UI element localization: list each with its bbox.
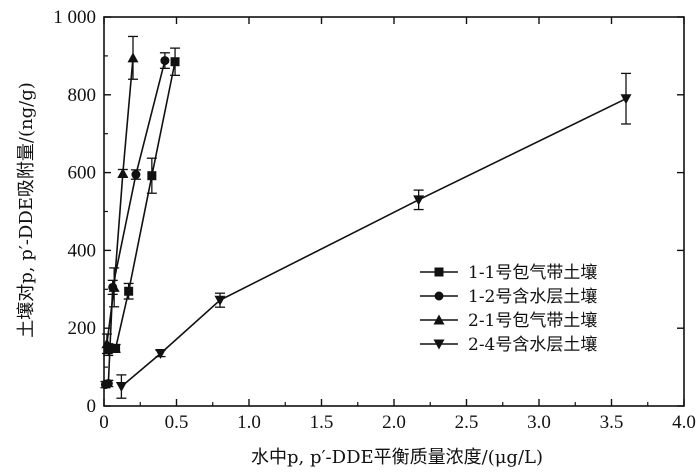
y-tick-label: 1 000 (53, 7, 96, 28)
x-tick-label: 3.0 (527, 412, 551, 433)
x-tick-label: 0.5 (165, 412, 189, 433)
series-3 (101, 35, 139, 355)
x-tick-label: 1.5 (310, 412, 334, 433)
legend-marker (433, 339, 445, 350)
legend-label: 1-2号含水层土壤 (468, 286, 597, 307)
x-tick-label: 2.0 (382, 412, 406, 433)
x-tick-label: 3.5 (600, 412, 624, 433)
series-4 (115, 72, 632, 399)
x-tick-label: 4.0 (672, 412, 696, 433)
data-point (108, 281, 120, 292)
data-point (115, 382, 127, 393)
data-point (103, 378, 113, 388)
legend-label: 2-4号含水层土壤 (468, 334, 597, 355)
series-line (106, 57, 134, 344)
data-point (620, 94, 632, 105)
x-tick-label: 0 (99, 412, 109, 433)
series-2 (100, 52, 170, 390)
data-point (127, 52, 139, 63)
y-tick-label: 600 (68, 163, 97, 184)
legend-marker (433, 314, 445, 325)
data-point (117, 167, 129, 178)
legend-label: 2-1号包气带土壤 (468, 310, 597, 331)
data-point (413, 195, 425, 206)
series-1 (103, 47, 181, 357)
data-point (101, 338, 113, 349)
data-point (103, 345, 113, 355)
data-point (160, 56, 170, 66)
data-point (147, 171, 157, 181)
x-tick-label: 2.5 (455, 412, 479, 433)
series-line (105, 60, 166, 386)
y-tick-label: 0 (87, 396, 97, 417)
y-tick-label: 800 (68, 85, 97, 106)
data-point (124, 286, 134, 296)
x-tick-label: 1.0 (237, 412, 261, 433)
y-axis-label: 土壤对p, p′-DDE吸附量/(ng/g) (16, 82, 37, 337)
y-tick-label: 400 (68, 240, 97, 261)
legend-label: 1-1号包气带土壤 (468, 262, 597, 283)
legend-marker (434, 291, 444, 301)
data-point (131, 170, 141, 180)
data-point (214, 295, 226, 306)
legend-marker (434, 267, 444, 277)
data-point (170, 57, 180, 67)
data-point (111, 343, 121, 353)
y-tick-label: 200 (68, 318, 97, 339)
data-point (155, 348, 167, 359)
x-axis-label: 水中p, p′-DDE平衡质量浓度/(μg/L) (251, 447, 543, 468)
